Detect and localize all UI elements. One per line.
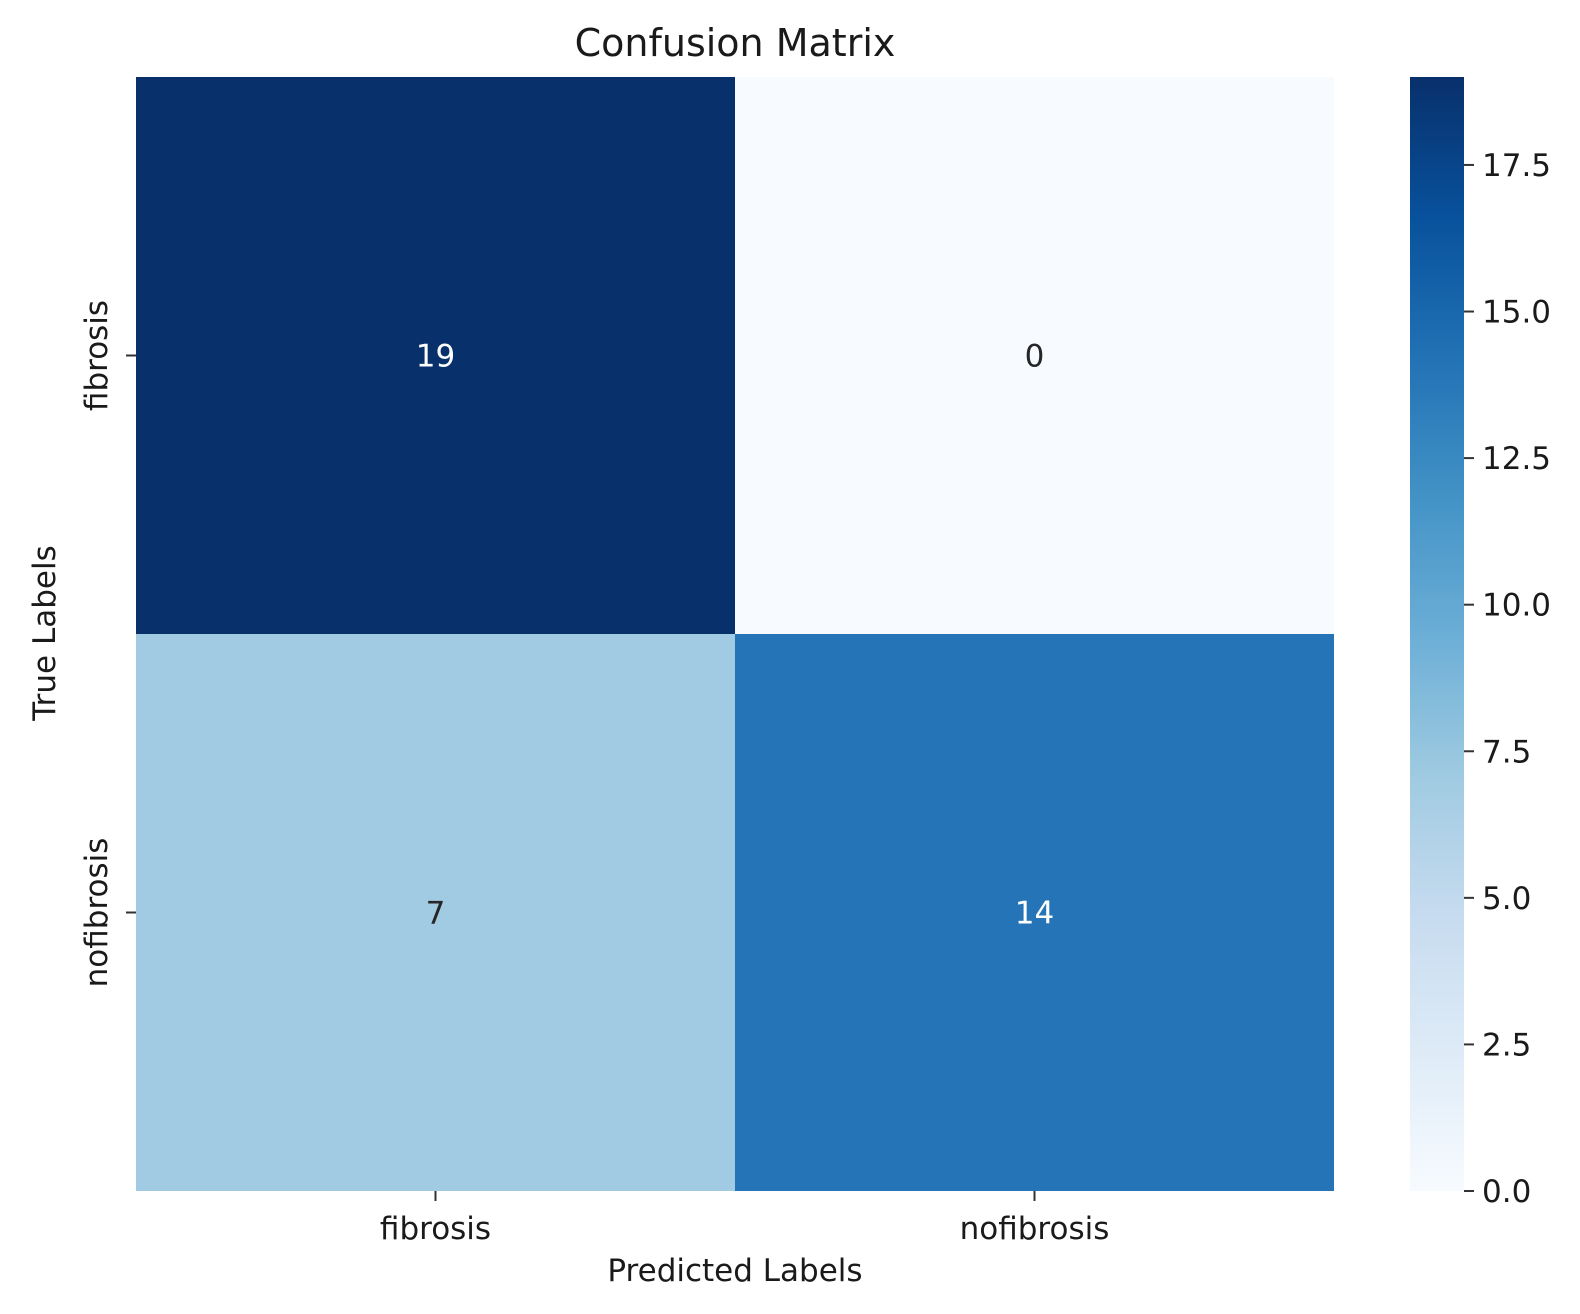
x-axis-label: Predicted Labels — [607, 1253, 862, 1289]
colorbar-tick-label: 12.5 — [1482, 441, 1551, 477]
heatmap-cell — [735, 634, 1334, 1191]
colorbar-tick-label: 10.0 — [1482, 588, 1551, 624]
colorbar: 0.0 2.5 5.0 7.5 10.0 12.5 15.0 17.5 — [1410, 77, 1551, 1210]
colorbar-tick-label: 15.0 — [1482, 295, 1551, 331]
heatmap-cell — [136, 634, 735, 1191]
colorbar-tick-label: 0.0 — [1482, 1174, 1531, 1210]
heatmap-cell — [136, 77, 735, 634]
y-axis-label: True Labels — [27, 545, 63, 721]
colorbar-tick-label: 5.0 — [1482, 881, 1531, 917]
cell-value-label: 14 — [1015, 896, 1054, 932]
x-tick-label: fibrosis — [380, 1211, 491, 1247]
colorbar-tick-label: 2.5 — [1482, 1027, 1531, 1063]
cell-value-label: 0 — [1025, 339, 1045, 375]
heatmap-cells: 19 0 7 14 — [136, 77, 1334, 1191]
colorbar-gradient — [1410, 77, 1464, 1191]
cell-value-label: 19 — [416, 339, 455, 375]
x-tick-label: nofibrosis — [960, 1211, 1110, 1247]
colorbar-tick-label: 17.5 — [1482, 148, 1551, 184]
y-axis-ticks: fibrosis nofibrosis — [79, 300, 136, 987]
colorbar-ticks: 0.0 2.5 5.0 7.5 10.0 12.5 15.0 17.5 — [1464, 148, 1551, 1210]
y-tick-label: fibrosis — [79, 300, 115, 411]
x-axis-ticks: fibrosis nofibrosis — [380, 1191, 1109, 1247]
chart-title: Confusion Matrix — [575, 21, 896, 65]
cell-value-label: 7 — [426, 896, 446, 932]
heatmap-cell — [735, 77, 1334, 634]
colorbar-tick-label: 7.5 — [1482, 734, 1531, 770]
y-tick-label: nofibrosis — [79, 838, 115, 988]
